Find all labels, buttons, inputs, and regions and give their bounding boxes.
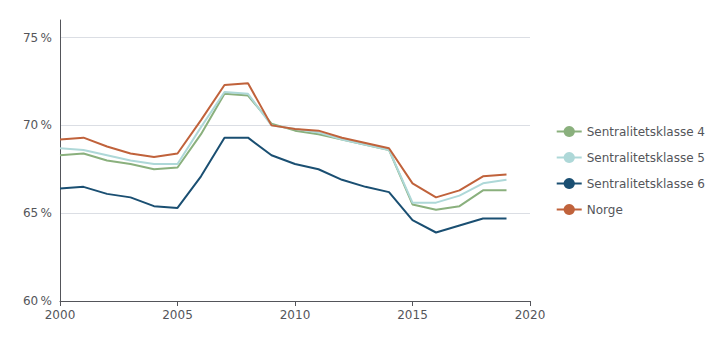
svg-text:2005: 2005 [162,308,193,322]
svg-text:70 %: 70 % [23,118,52,132]
svg-text:Sentralitetsklasse 5: Sentralitetsklasse 5 [587,151,705,165]
svg-text:Sentralitetsklasse 6: Sentralitetsklasse 6 [587,177,705,191]
svg-text:60 %: 60 % [23,294,52,308]
svg-text:2020: 2020 [515,308,546,322]
svg-text:Sentralitetsklasse 4: Sentralitetsklasse 4 [587,125,705,139]
svg-text:2015: 2015 [397,308,428,322]
svg-text:65 %: 65 % [23,206,52,220]
svg-text:2010: 2010 [280,308,311,322]
svg-text:2000: 2000 [45,308,76,322]
svg-text:Norge: Norge [587,203,623,217]
svg-text:75 %: 75 % [23,31,52,45]
